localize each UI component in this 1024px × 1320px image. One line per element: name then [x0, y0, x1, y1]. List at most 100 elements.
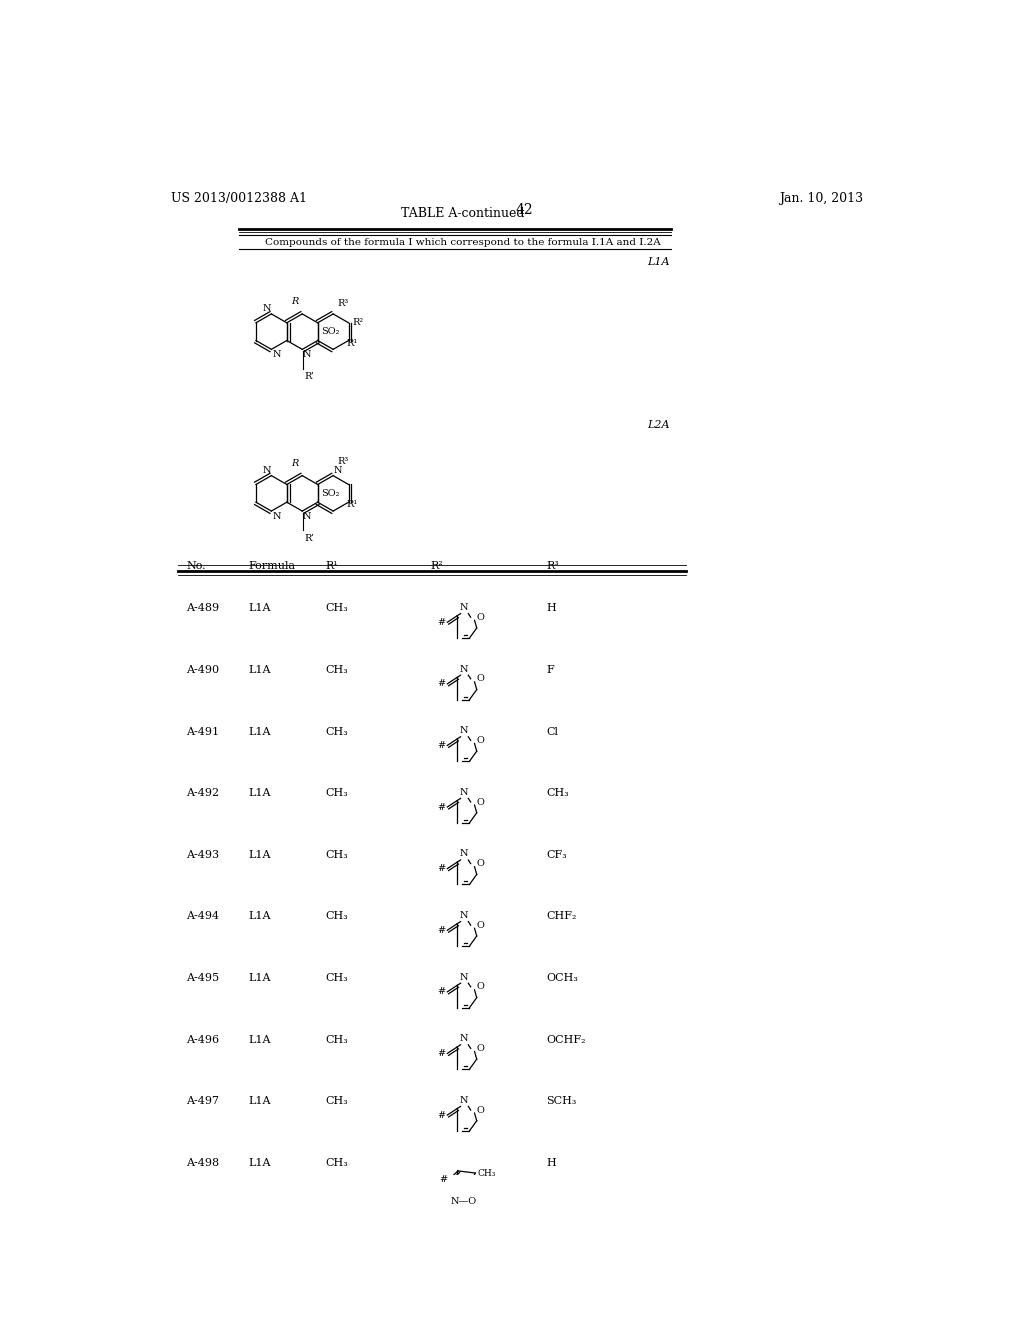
Text: Formula: Formula	[248, 561, 295, 572]
Text: CH₃: CH₃	[477, 1168, 496, 1177]
Text: OCH₃: OCH₃	[547, 973, 579, 983]
Text: CH₃: CH₃	[547, 788, 569, 799]
Text: N: N	[460, 1035, 468, 1043]
Text: N: N	[262, 304, 270, 313]
Text: CH₃: CH₃	[326, 1096, 348, 1106]
Text: R’: R’	[304, 372, 314, 381]
Text: O: O	[477, 797, 484, 807]
Text: #: #	[437, 865, 445, 873]
Text: N: N	[460, 911, 468, 920]
Text: O: O	[477, 859, 484, 869]
Text: R²: R²	[352, 318, 364, 327]
Text: O: O	[477, 737, 484, 744]
Text: N: N	[460, 1096, 468, 1105]
Text: CH₃: CH₃	[326, 665, 348, 675]
Text: A-498: A-498	[186, 1158, 219, 1168]
Text: Jan. 10, 2013: Jan. 10, 2013	[779, 193, 863, 206]
Text: CH₃: CH₃	[326, 911, 348, 921]
Text: A-497: A-497	[186, 1096, 219, 1106]
Text: N: N	[334, 466, 342, 475]
Text: #: #	[437, 1110, 445, 1119]
Text: A-490: A-490	[186, 665, 219, 675]
Text: CF₃: CF₃	[547, 850, 567, 859]
Text: CH₃: CH₃	[326, 1035, 348, 1044]
Text: #: #	[437, 803, 445, 812]
Text: 42: 42	[516, 203, 534, 216]
Text: R²: R²	[430, 561, 443, 572]
Text: H: H	[547, 603, 556, 614]
Text: R¹: R¹	[346, 500, 357, 510]
Text: L1A: L1A	[248, 973, 270, 983]
Text: A-496: A-496	[186, 1035, 219, 1044]
Text: N: N	[262, 466, 270, 475]
Text: N: N	[460, 788, 468, 797]
Text: R: R	[291, 297, 298, 306]
Text: N: N	[460, 726, 468, 735]
Text: CH₃: CH₃	[326, 850, 348, 859]
Text: L1A: L1A	[248, 603, 270, 614]
Text: L1A: L1A	[248, 1035, 270, 1044]
Text: N: N	[303, 512, 311, 521]
Text: O: O	[477, 921, 484, 929]
Text: N—O: N—O	[451, 1197, 477, 1205]
Text: #: #	[437, 618, 445, 627]
Text: A-489: A-489	[186, 603, 219, 614]
Text: CH₃: CH₃	[326, 1158, 348, 1168]
Text: SCH₃: SCH₃	[547, 1096, 577, 1106]
Text: A-494: A-494	[186, 911, 219, 921]
Text: SO₂: SO₂	[322, 488, 340, 498]
Text: SO₂: SO₂	[322, 327, 340, 337]
Text: R: R	[291, 459, 298, 469]
Text: R¹: R¹	[326, 561, 338, 572]
Text: TABLE A-continued: TABLE A-continued	[401, 207, 524, 220]
Text: CH₃: CH₃	[326, 603, 348, 614]
Text: No.: No.	[186, 561, 206, 572]
Text: A-492: A-492	[186, 788, 219, 799]
Text: #: #	[437, 925, 445, 935]
Text: CHF₂: CHF₂	[547, 911, 577, 921]
Text: #: #	[439, 1175, 447, 1184]
Text: N: N	[460, 973, 468, 982]
Text: O: O	[477, 675, 484, 684]
Text: A-493: A-493	[186, 850, 219, 859]
Text: A-495: A-495	[186, 973, 219, 983]
Text: R³: R³	[337, 298, 348, 308]
Text: OCHF₂: OCHF₂	[547, 1035, 586, 1044]
Text: A-491: A-491	[186, 726, 219, 737]
Text: #: #	[437, 987, 445, 997]
Text: O: O	[477, 1044, 484, 1053]
Text: L1A: L1A	[647, 257, 670, 267]
Text: O: O	[477, 1106, 484, 1114]
Text: R¹: R¹	[346, 339, 357, 347]
Text: O: O	[477, 612, 484, 622]
Text: N: N	[303, 350, 311, 359]
Text: L1A: L1A	[248, 665, 270, 675]
Text: L1A: L1A	[248, 1096, 270, 1106]
Text: N: N	[460, 850, 468, 858]
Text: Cl: Cl	[547, 726, 558, 737]
Text: L1A: L1A	[248, 911, 270, 921]
Text: CH₃: CH₃	[326, 788, 348, 799]
Text: US 2013/0012388 A1: US 2013/0012388 A1	[171, 193, 306, 206]
Text: R³: R³	[547, 561, 559, 572]
Text: N: N	[272, 350, 281, 359]
Text: N: N	[460, 603, 468, 612]
Text: F: F	[547, 665, 554, 675]
Text: CH₃: CH₃	[326, 973, 348, 983]
Text: CH₃: CH₃	[326, 726, 348, 737]
Text: N: N	[460, 665, 468, 673]
Text: R’: R’	[304, 535, 314, 543]
Text: L1A: L1A	[248, 850, 270, 859]
Text: #: #	[437, 680, 445, 688]
Text: #: #	[437, 741, 445, 750]
Text: O: O	[477, 982, 484, 991]
Text: L1A: L1A	[248, 1158, 270, 1168]
Text: L2A: L2A	[647, 420, 670, 430]
Text: N: N	[272, 512, 281, 521]
Text: R³: R³	[337, 458, 348, 466]
Text: H: H	[547, 1158, 556, 1168]
Text: L1A: L1A	[248, 788, 270, 799]
Text: Compounds of the formula I which correspond to the formula I.1A and I.2A: Compounds of the formula I which corresp…	[265, 239, 660, 247]
Text: #: #	[437, 1049, 445, 1057]
Text: L1A: L1A	[248, 726, 270, 737]
